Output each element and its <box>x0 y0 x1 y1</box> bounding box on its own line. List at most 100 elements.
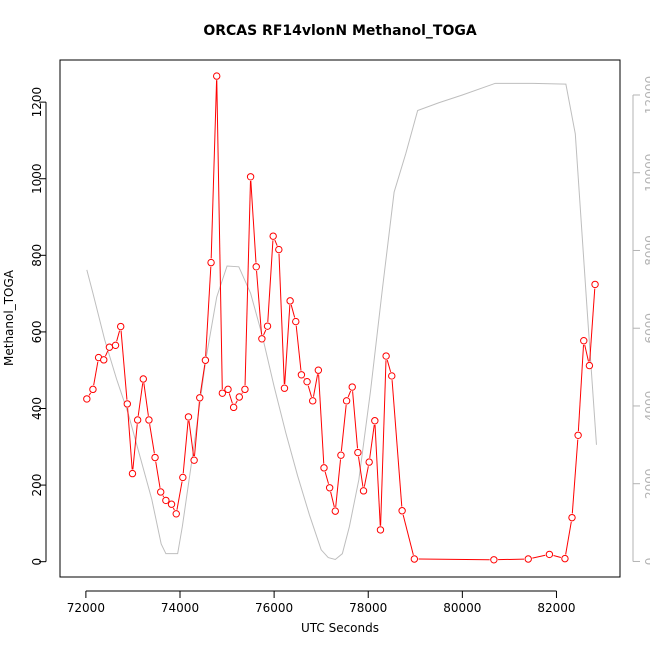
y-tick-label: 400 <box>30 397 44 420</box>
y-tick-label: 200 <box>30 474 44 497</box>
methanol-data-point <box>133 416 142 424</box>
y-tick-label: 800 <box>30 244 44 267</box>
methanol-data-point <box>207 258 215 267</box>
methanol-data-point <box>561 554 569 563</box>
methanol-line-segment <box>244 180 251 386</box>
methanol-data-point <box>490 556 498 564</box>
methanol-data-point <box>151 453 159 462</box>
y2-tick-label: 4000 <box>643 391 650 422</box>
methanol-line-segment <box>188 421 195 457</box>
methanol-data-point <box>337 451 345 459</box>
methanol-line-segment <box>155 461 161 488</box>
methanol-data-point <box>117 322 125 331</box>
methanol-line-segment <box>386 359 392 373</box>
methanol-line-segment <box>358 456 364 487</box>
methanol-data-point <box>568 513 576 522</box>
methanol-line-segment <box>172 507 175 511</box>
methanol-line-segment <box>210 80 218 259</box>
methanol-data-point <box>172 510 180 518</box>
y2-tick-label: 0 <box>643 558 650 566</box>
methanol-data-point <box>252 263 260 271</box>
methanol-data-point <box>246 173 255 181</box>
y-tick-label: 1200 <box>30 87 44 118</box>
methanol-data-point <box>157 488 165 496</box>
methanol-line-segment <box>205 266 212 357</box>
y2-tick-label: 10000 <box>643 154 650 192</box>
methanol-data-point <box>229 403 238 412</box>
methanol-data-point <box>398 507 406 515</box>
methanol-line-segment <box>250 180 257 263</box>
methanol-line-segment <box>374 424 381 526</box>
methanol-line-segment <box>216 80 223 389</box>
y-tick-label: 0 <box>30 558 44 566</box>
methanol-data-point <box>179 473 187 482</box>
methanol-line-segment <box>235 400 238 404</box>
methanol-data-point <box>218 389 227 397</box>
methanol-line-segment <box>182 421 189 474</box>
methanol-data-point <box>241 385 249 394</box>
methanol-line-segment <box>532 554 546 559</box>
methanol-line-segment <box>418 558 490 561</box>
methanol-data-point <box>591 280 599 289</box>
methanol-line-segment <box>307 385 312 397</box>
x-tick-label: 76000 <box>255 601 293 615</box>
methanol-data-point <box>145 416 153 424</box>
plot-area-frame <box>59 59 621 578</box>
methanol-data-point <box>235 393 243 401</box>
x-tick-label: 78000 <box>349 601 387 615</box>
chart-title: ORCAS RF14vlonN Methanol_TOGA <box>203 23 477 39</box>
methanol-line-segment <box>120 330 128 400</box>
methanol-data-point <box>111 341 120 350</box>
y2-tick-label: 12000 <box>643 76 650 114</box>
methanol-data-point <box>162 496 170 505</box>
methanol-line-segment <box>274 239 278 246</box>
secondary-series-line <box>86 82 597 561</box>
methanol-data-point <box>105 343 114 351</box>
methanol-line-segment <box>340 404 347 452</box>
methanol-data-point <box>100 356 108 364</box>
x-tick-label: 72000 <box>67 601 105 615</box>
axes: 72000 74000 76000 78000 80000 820000200400600… <box>30 76 650 615</box>
methanol-data-point <box>314 366 323 374</box>
methanol-line-segment <box>127 408 133 470</box>
methanol-data-point <box>342 397 351 405</box>
methanol-line-segment <box>199 364 206 394</box>
methanol-data-point <box>365 458 373 466</box>
methanol-line-segment <box>143 383 149 416</box>
x-tick-label: 82000 <box>537 601 575 615</box>
methanol-data-point <box>348 383 356 391</box>
methanol-line-segment <box>402 514 414 556</box>
methanol-data-point <box>354 448 362 457</box>
methanol-data-point <box>388 372 396 380</box>
methanol-line-segment <box>352 391 359 449</box>
methanol-line-segment <box>267 240 274 322</box>
methanol-data-point <box>574 431 582 440</box>
methanol-line-segment <box>263 329 267 336</box>
methanol-line-segment <box>335 459 342 508</box>
methanol-line-segment <box>228 393 233 404</box>
methanol-line-segment <box>498 558 525 561</box>
x-tick-label: 80000 <box>443 601 481 615</box>
x-axis-label: UTC Seconds <box>301 621 379 635</box>
methanol-data-point <box>258 335 266 343</box>
methanol-data-point <box>213 72 221 80</box>
methanol-line-segment <box>193 401 200 457</box>
methanol-line-segment <box>318 374 325 464</box>
methanol-data-point <box>331 507 339 515</box>
methanol-line-segment <box>330 491 335 508</box>
methanol-line-segment <box>571 439 579 514</box>
methanol-data-point <box>410 555 419 563</box>
methanol-line-segment <box>584 344 589 362</box>
methanol-line-segment <box>93 361 99 386</box>
methanol-line-segment <box>132 424 138 470</box>
methanol-line-segment <box>391 380 403 507</box>
methanol-line-segment <box>553 555 562 559</box>
methanol-data-point <box>128 469 137 478</box>
methanol-data-point <box>309 397 317 405</box>
methanol-data-point <box>139 375 147 383</box>
methanol-data-point <box>580 337 588 345</box>
methanol-line-segment <box>577 344 585 432</box>
y2-tick-label: 8000 <box>643 235 650 266</box>
methanol-line-segment <box>290 304 296 318</box>
methanol-line-segment <box>284 305 291 385</box>
